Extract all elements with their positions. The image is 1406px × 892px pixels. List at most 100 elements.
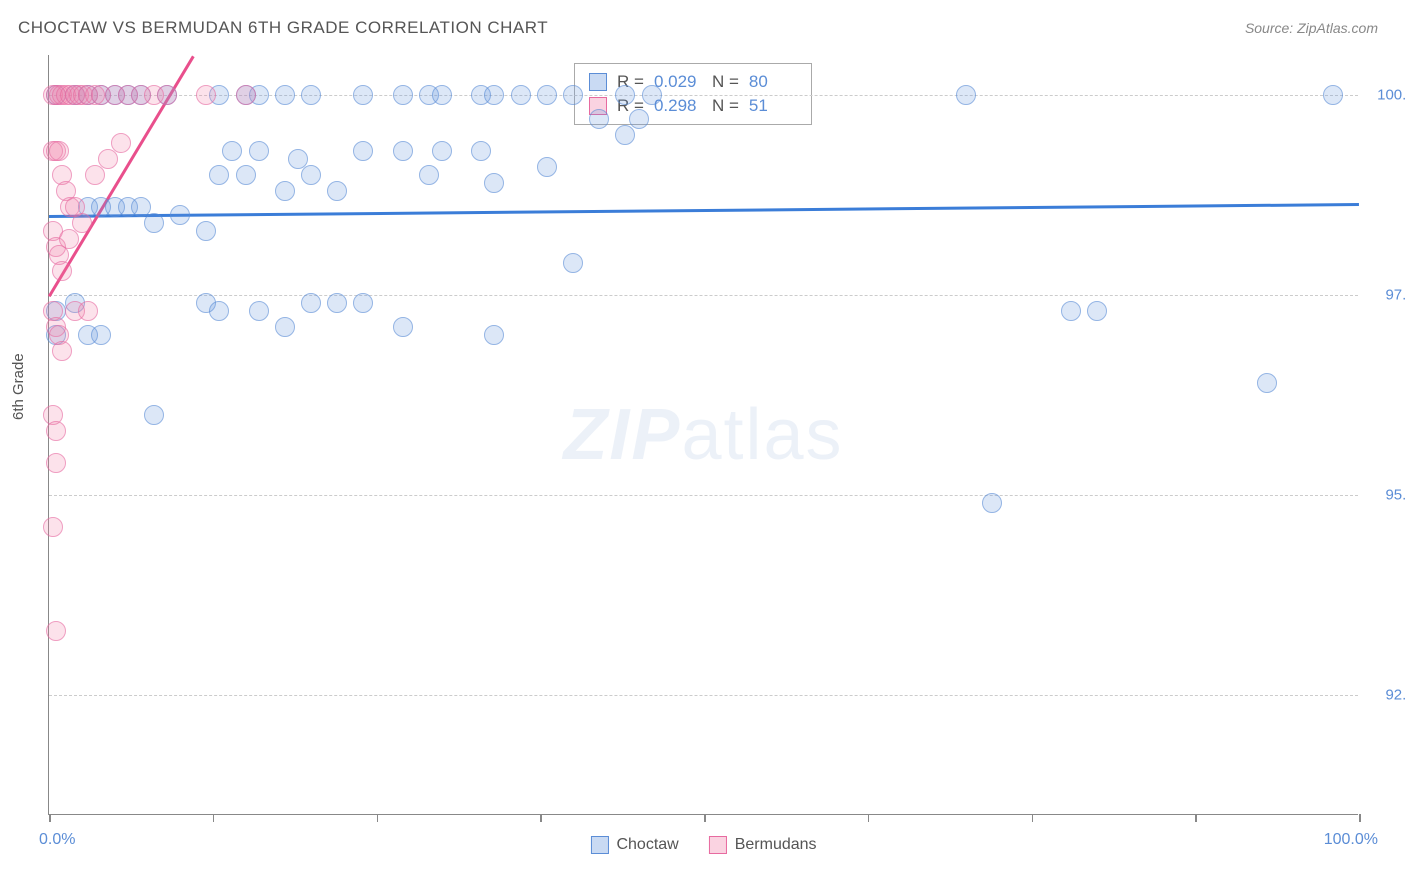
data-point [249,141,269,161]
x-tick [213,814,215,822]
data-point [393,317,413,337]
data-point [353,293,373,313]
gridline [49,295,1358,296]
x-tick [868,814,870,822]
data-point [170,205,190,225]
legend-bottom: Choctaw Bermudans [590,836,816,854]
data-point [353,85,373,105]
data-point [46,453,66,473]
x-tick [1195,814,1197,822]
data-point [484,85,504,105]
y-tick-label: 100.0% [1368,87,1406,104]
data-point [209,301,229,321]
legend-swatch [589,73,607,91]
data-point [615,125,635,145]
data-point [301,85,321,105]
data-point [327,181,347,201]
data-point [144,213,164,233]
chart-title: CHOCTAW VS BERMUDAN 6TH GRADE CORRELATIO… [18,18,548,38]
watermark-light: atlas [681,395,843,475]
data-point [275,317,295,337]
data-point [563,85,583,105]
watermark-bold: ZIP [563,395,681,475]
data-point [393,141,413,161]
data-point [956,85,976,105]
gridline [49,495,1358,496]
data-point [78,301,98,321]
data-point [419,165,439,185]
data-point [642,85,662,105]
data-point [484,325,504,345]
legend-item: Choctaw [590,836,678,854]
data-point [236,165,256,185]
data-point [157,85,177,105]
data-point [537,85,557,105]
data-point [327,293,347,313]
y-tick-label: 92.5% [1368,687,1406,704]
data-point [46,621,66,641]
data-point [249,301,269,321]
data-point [393,85,413,105]
data-point [52,261,72,281]
source-label: Source: ZipAtlas.com [1245,20,1378,36]
data-point [275,85,295,105]
data-point [111,133,131,153]
y-tick-label: 95.0% [1368,487,1406,504]
stat-r-value: 0.298 [654,96,702,116]
data-point [1087,301,1107,321]
data-point [563,253,583,273]
stat-n-label: N = [712,72,739,92]
trend-line [49,203,1359,217]
data-point [589,109,609,129]
data-point [91,325,111,345]
x-tick [1359,814,1361,822]
data-point [72,213,92,233]
data-point [1257,373,1277,393]
x-axis-max-label: 100.0% [1324,831,1378,849]
x-tick [704,814,706,822]
y-axis-label: 6th Grade [10,353,27,420]
data-point [432,141,452,161]
data-point [196,221,216,241]
data-point [301,165,321,185]
x-tick [540,814,542,822]
legend-item: Bermudans [709,836,817,854]
data-point [301,293,321,313]
stat-n-value: 80 [749,72,797,92]
data-point [484,173,504,193]
legend-stats-box: R =0.029N =80R =0.298N =51 [574,63,812,125]
data-point [144,405,164,425]
data-point [222,141,242,161]
y-tick-label: 97.5% [1368,287,1406,304]
data-point [432,85,452,105]
data-point [98,149,118,169]
data-point [275,181,295,201]
data-point [511,85,531,105]
data-point [1323,85,1343,105]
data-point [537,157,557,177]
stat-r-value: 0.029 [654,72,702,92]
data-point [46,421,66,441]
stat-n-label: N = [712,96,739,116]
x-tick [49,814,51,822]
x-axis-min-label: 0.0% [39,831,75,849]
gridline [49,695,1358,696]
legend-swatch [590,836,608,854]
data-point [1061,301,1081,321]
x-tick [1032,814,1034,822]
plot-area: ZIPatlas R =0.029N =80R =0.298N =51 Choc… [48,55,1358,815]
data-point [59,229,79,249]
stat-n-value: 51 [749,96,797,116]
data-point [209,165,229,185]
data-point [85,165,105,185]
data-point [353,141,373,161]
data-point [49,141,69,161]
data-point [52,341,72,361]
legend-swatch [709,836,727,854]
legend-label: Choctaw [616,836,678,854]
x-tick [377,814,379,822]
data-point [982,493,1002,513]
data-point [43,517,63,537]
data-point [196,85,216,105]
data-point [629,109,649,129]
